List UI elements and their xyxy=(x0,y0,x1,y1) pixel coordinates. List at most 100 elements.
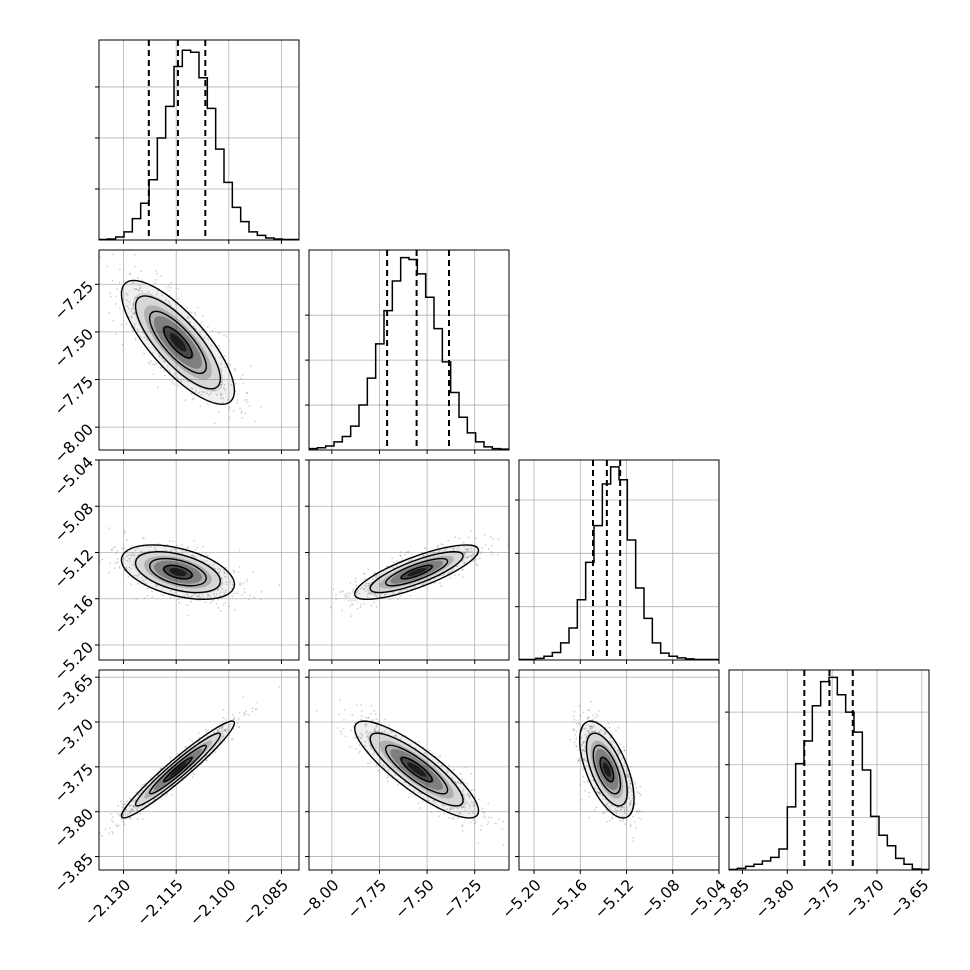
scatter-point xyxy=(613,746,616,749)
scatter-point xyxy=(425,547,427,550)
scatter-point xyxy=(205,759,208,762)
scatter-point xyxy=(582,748,584,751)
scatter-point xyxy=(617,753,620,756)
scatter-point xyxy=(111,830,114,833)
scatter-point xyxy=(200,320,203,323)
scatter-point xyxy=(228,406,231,408)
scatter-point xyxy=(228,605,231,607)
scatter-point xyxy=(577,759,580,762)
scatter-point xyxy=(517,842,519,844)
scatter-point xyxy=(365,585,368,587)
scatter-point xyxy=(612,740,615,743)
scatter-point xyxy=(464,806,466,809)
scatter-point xyxy=(149,293,152,296)
scatter-point xyxy=(165,549,168,552)
scatter-point xyxy=(422,555,424,557)
scatter-point xyxy=(464,809,467,812)
scatter-point xyxy=(203,336,206,339)
scatter-point xyxy=(354,748,357,751)
scatter-point xyxy=(127,554,130,557)
scatter-point xyxy=(439,582,441,585)
scatter-point xyxy=(176,544,178,547)
scatter-point xyxy=(142,579,144,582)
scatter-point xyxy=(632,815,634,818)
scatter-point xyxy=(131,809,134,812)
scatter-point xyxy=(386,565,389,568)
scatter-point xyxy=(440,585,443,587)
scatter-point xyxy=(179,374,182,377)
scatter-point xyxy=(638,792,641,795)
scatter-point xyxy=(579,783,582,786)
scatter-point xyxy=(641,810,643,813)
scatter-point xyxy=(367,762,369,765)
scatter-point xyxy=(458,537,460,540)
scatter-point xyxy=(152,363,154,366)
scatter-point xyxy=(447,571,450,574)
scatter-point xyxy=(437,810,440,813)
y-tick-label: −5.08 xyxy=(51,500,97,546)
scatter-point xyxy=(440,543,443,546)
scatter-point xyxy=(367,717,369,719)
scatter-point xyxy=(172,540,174,543)
scatter-point xyxy=(373,572,375,575)
scatter-point xyxy=(456,780,459,783)
scatter-point xyxy=(222,401,225,404)
scatter-point xyxy=(470,801,473,803)
scatter-point xyxy=(640,818,642,821)
scatter-point xyxy=(369,761,371,764)
scatter-point xyxy=(209,601,212,604)
scatter-point xyxy=(639,785,642,788)
scatter-point xyxy=(132,800,135,802)
scatter-point xyxy=(369,712,372,715)
scatter-point xyxy=(606,803,609,806)
scatter-point xyxy=(465,548,468,551)
scatter-point xyxy=(191,398,194,401)
scatter-point xyxy=(213,567,216,570)
scatter-point xyxy=(617,726,620,729)
scatter-point xyxy=(367,593,369,596)
scatter-point xyxy=(191,772,194,775)
scatter-point xyxy=(631,797,634,800)
scatter-point xyxy=(221,725,224,728)
scatter-point xyxy=(456,548,459,550)
scatter-point xyxy=(459,782,462,785)
scatter-point xyxy=(233,718,235,721)
scatter-point xyxy=(174,547,177,550)
scatter-point xyxy=(370,747,373,750)
scatter-point xyxy=(351,599,353,602)
scatter-point xyxy=(453,768,455,771)
scatter-point xyxy=(629,765,632,768)
scatter-point xyxy=(220,393,223,396)
scatter-point xyxy=(125,566,128,569)
scatter-point xyxy=(124,803,127,806)
scatter-point xyxy=(90,838,92,840)
scatter-point xyxy=(583,727,586,730)
hist-panel-param-3 xyxy=(515,459,720,661)
scatter-point xyxy=(364,716,367,719)
scatter-point xyxy=(575,730,578,733)
scatter-point xyxy=(145,338,148,341)
scatter-point xyxy=(476,564,478,567)
scatter-point xyxy=(398,591,401,594)
scatter-point xyxy=(134,800,137,803)
scatter-point xyxy=(399,738,402,741)
scatter-point xyxy=(388,768,391,770)
scatter-point xyxy=(120,800,122,803)
scatter-point xyxy=(190,595,193,598)
scatter-point xyxy=(627,776,630,778)
scatter-point xyxy=(383,594,386,596)
scatter-point xyxy=(335,593,337,596)
scatter-point xyxy=(206,392,208,395)
scatter-point xyxy=(622,765,625,767)
scatter-point xyxy=(364,578,366,581)
scatter-point xyxy=(190,596,193,598)
scatter-point xyxy=(140,786,142,788)
scatter-point xyxy=(607,722,610,725)
scatter-point xyxy=(180,544,183,547)
y-tick-label: −3.75 xyxy=(51,760,97,806)
scatter-point xyxy=(343,593,346,596)
density-panel-2-4 xyxy=(309,670,519,870)
scatter-point xyxy=(351,590,354,593)
scatter-point xyxy=(577,722,580,724)
